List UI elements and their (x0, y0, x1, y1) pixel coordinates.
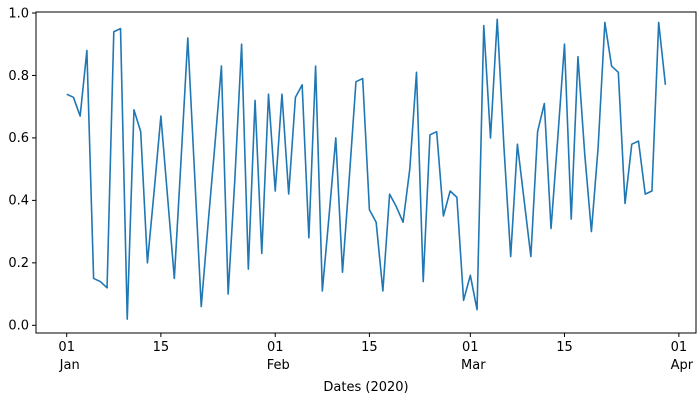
x-tick-label: 15 (153, 340, 170, 355)
x-axis-ticks: 01 Jan 15 01 Feb 15 01 Mar 15 01 Apr (58, 333, 694, 373)
x-tick-month-label: Jan (59, 358, 80, 373)
y-axis-ticks: 0.0 0.2 0.4 0.6 0.8 1.0 (8, 6, 36, 334)
x-tick-month-label: Feb (267, 358, 290, 373)
x-tick-label: 01 (58, 340, 75, 355)
x-tick-label: 01 (267, 340, 284, 355)
plot-area (35, 11, 697, 334)
data-series-line (66, 18, 667, 320)
y-tick-label: 0.0 (8, 319, 29, 334)
y-tick-label: 0.8 (8, 69, 29, 84)
x-tick-label: 15 (556, 340, 573, 355)
y-tick-label: 0.2 (8, 256, 29, 271)
x-tick-month-label: Apr (671, 358, 694, 373)
y-tick-label: 0.4 (8, 194, 29, 209)
x-axis-title: Dates (2020) (323, 380, 408, 395)
y-tick-label: 1.0 (8, 6, 29, 21)
x-tick-label: 01 (462, 340, 479, 355)
y-tick-label: 0.6 (8, 131, 29, 146)
x-tick-label: 15 (361, 340, 378, 355)
x-tick-month-label: Mar (461, 358, 486, 373)
x-tick-label: 01 (671, 340, 688, 355)
